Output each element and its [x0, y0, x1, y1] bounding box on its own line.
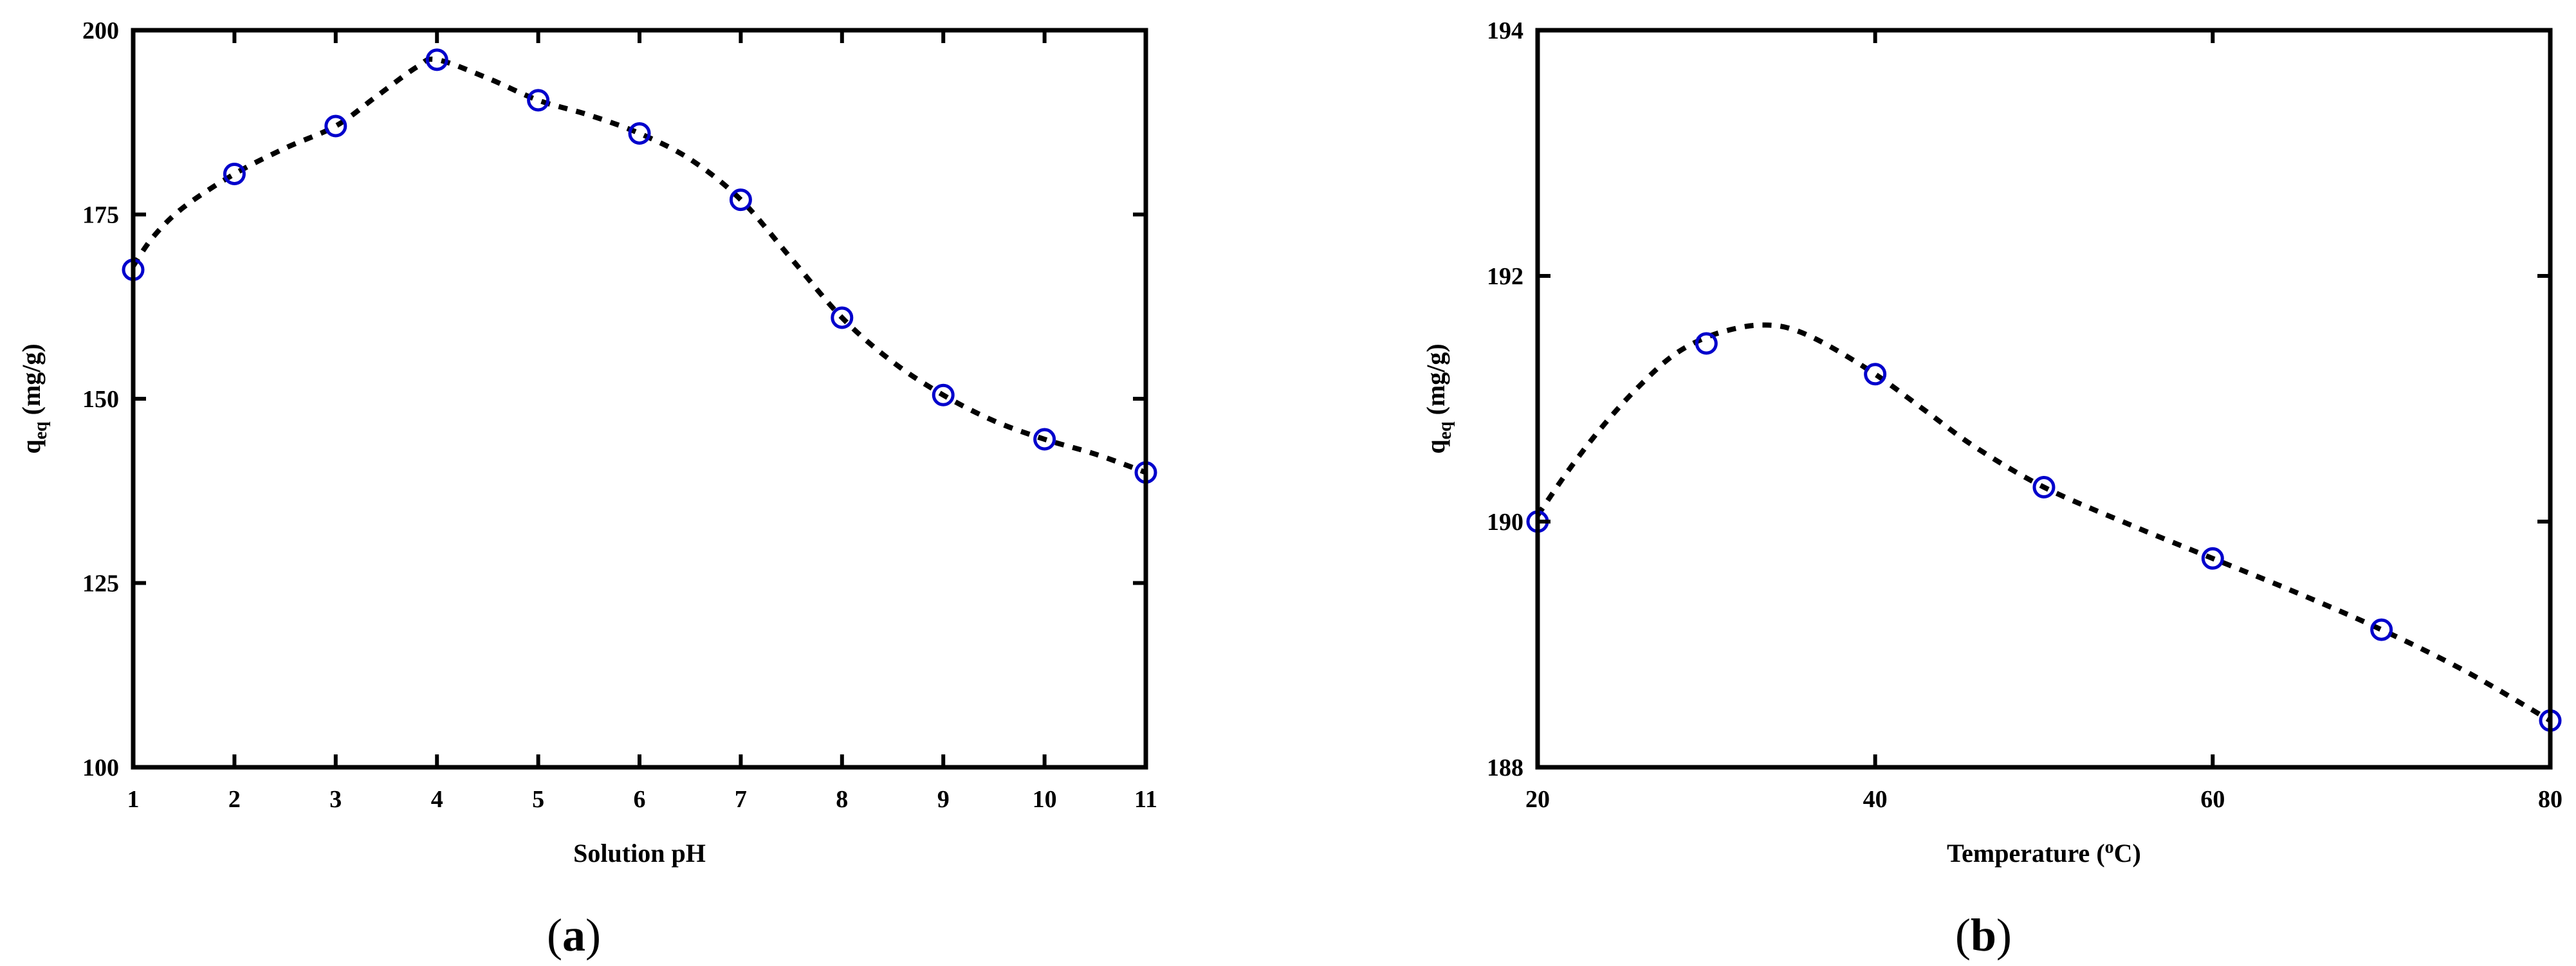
fit-curve	[131, 57, 1147, 475]
plot-frame	[1535, 28, 2553, 770]
x-tick-label: 40	[1863, 786, 1888, 813]
panel-caption-a-letter: a	[562, 909, 585, 961]
x-tick-label: 7	[735, 786, 747, 813]
data-point	[729, 188, 752, 212]
data-point	[2201, 547, 2224, 570]
fit-curve-layer	[131, 57, 1147, 475]
y-axis-label-subscript: eq	[31, 421, 51, 439]
data-point	[1033, 428, 1056, 451]
x-tick-label: 1	[127, 786, 140, 813]
x-tick-label: 9	[937, 786, 950, 813]
x-tick-label: 2	[228, 786, 241, 813]
data-point	[628, 122, 651, 145]
data-point	[1864, 363, 1887, 386]
x-tick-label: 6	[634, 786, 646, 813]
data-point	[324, 114, 347, 138]
x-tick-label: 10	[1033, 786, 1057, 813]
x-axis-label: Temperature (oC)	[1947, 837, 2141, 868]
panel-caption-b-letter: b	[1971, 909, 1996, 961]
x-tick-label: 11	[1134, 786, 1157, 813]
y-axis-label: qeq (mg/g)	[1421, 343, 1455, 453]
y-tick-label: 188	[1487, 754, 1523, 781]
fit-curve-layer	[1535, 322, 2552, 723]
data-points-layer	[122, 48, 1157, 484]
data-point	[223, 162, 246, 185]
y-axis-label-subscript: eq	[1435, 421, 1455, 439]
y-axis-label-main: q	[17, 439, 46, 453]
y-tick-label: 190	[1487, 509, 1523, 536]
data-point	[425, 48, 448, 71]
chart-panel-b: 20 40 60 80 188 190 192 194 Temperature (oC) qe…	[1421, 17, 2562, 961]
y-axis-label-unit: (mg/g)	[17, 343, 46, 421]
x-tick-label: 60	[2200, 786, 2225, 813]
plot-frame	[131, 28, 1148, 770]
x-tick-label: 80	[2538, 786, 2562, 813]
y-tick-label: 192	[1487, 263, 1523, 290]
panel-caption-a: (a)	[547, 909, 601, 961]
data-point	[831, 306, 854, 329]
data-point	[1695, 332, 1718, 355]
x-tick-label: 8	[836, 786, 848, 813]
y-tick-label: 200	[82, 17, 119, 44]
axis-ticks: 20 40 60 80 188 190 192 194	[1487, 17, 2562, 813]
y-axis-label-main: q	[1421, 439, 1450, 453]
data-point	[2370, 618, 2393, 641]
x-tick-label: 20	[1525, 786, 1550, 813]
panel-caption-b: (b)	[1955, 909, 2012, 961]
y-axis-label: qeq (mg/g)	[17, 343, 51, 453]
x-axis-label-superscript: o	[2105, 837, 2114, 857]
data-point	[932, 383, 955, 406]
x-axis-label: Solution pH	[573, 839, 706, 868]
data-point	[527, 89, 550, 112]
y-axis-label-unit: (mg/g)	[1421, 343, 1450, 421]
x-axis-label-end: C)	[2114, 839, 2141, 868]
y-tick-label: 100	[82, 754, 119, 781]
y-tick-label: 150	[82, 386, 119, 413]
fit-curve	[1535, 322, 2552, 723]
x-tick-label: 4	[431, 786, 443, 813]
chart-panel-a: 1 2 3 4 5 6 7 8 9 10 11 100 125 150 175 200 Solution pH…	[17, 17, 1157, 961]
y-tick-label: 194	[1487, 17, 1523, 44]
x-tick-label: 3	[329, 786, 342, 813]
axis-ticks: 1 2 3 4 5 6 7 8 9 10 11 100 125 150 175 200	[82, 17, 1157, 813]
x-tick-label: 5	[532, 786, 544, 813]
data-point	[2032, 476, 2056, 499]
data-points-layer	[1526, 332, 2562, 732]
x-axis-label-main: Temperature (	[1947, 839, 2105, 868]
y-tick-label: 125	[82, 570, 119, 597]
y-tick-label: 175	[82, 202, 119, 229]
